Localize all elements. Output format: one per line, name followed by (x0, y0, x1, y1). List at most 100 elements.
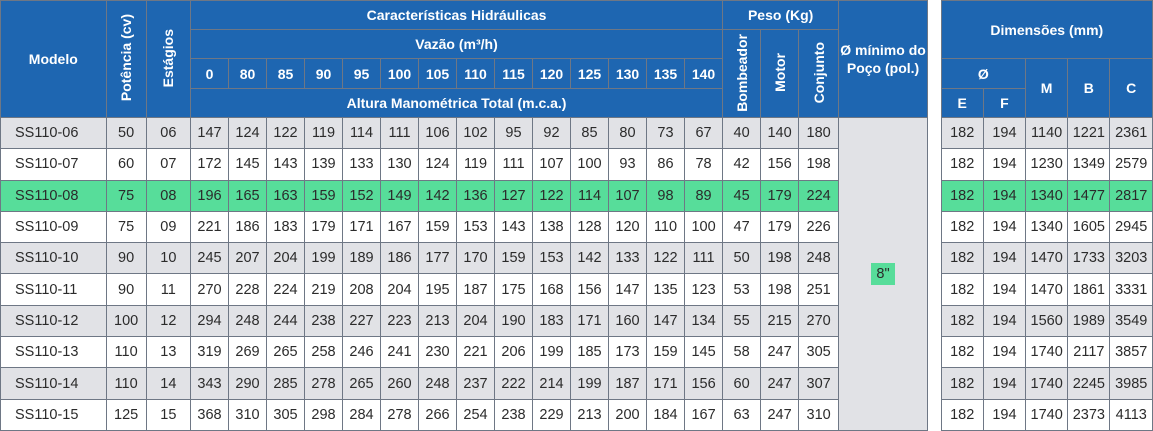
altura-cell: 179 (304, 210, 343, 244)
potencia-cell: 110 (105, 336, 147, 369)
altura-cell: 142 (570, 242, 609, 275)
e-cell: 182 (940, 148, 984, 181)
b-cell: 2373 (1067, 398, 1111, 431)
vazao-col: 140 (683, 58, 724, 89)
altura-cell: 237 (456, 367, 495, 400)
altura-cell: 134 (683, 304, 724, 338)
e-cell: 182 (940, 398, 984, 431)
f-cell: 194 (982, 398, 1027, 431)
altura-cell: 195 (418, 273, 457, 306)
altura-cell: 106 (418, 116, 457, 150)
altura-cell: 135 (646, 273, 685, 306)
altura-cell: 290 (228, 367, 267, 400)
motor-cell: 140 (760, 116, 800, 150)
altura-cell: 228 (228, 273, 267, 306)
table-row: SS110-11 90 11 270 228 224 219 208 204 195 187 175 1… (0, 273, 1153, 306)
b-cell: 1861 (1067, 273, 1111, 306)
altura-cell: 111 (494, 148, 533, 181)
potencia-cell: 50 (105, 116, 147, 150)
altura-cell: 221 (190, 210, 229, 244)
altura-cell: 270 (190, 273, 229, 306)
vazao-col: 85 (266, 58, 305, 89)
altura-cell: 244 (266, 304, 305, 338)
altura-cell: 199 (532, 336, 571, 369)
bombeador-cell: 50 (722, 242, 762, 275)
altura-cell: 156 (570, 273, 609, 306)
m-cell: 1140 (1025, 116, 1069, 150)
altura-cell: 246 (342, 336, 381, 369)
m-cell: 1560 (1025, 304, 1069, 338)
bombeador-cell: 40 (722, 116, 762, 150)
altura-header: Altura Manométrica Total (m.c.a.) (189, 88, 724, 118)
estagios-cell: 06 (145, 116, 192, 150)
altura-cell: 122 (266, 116, 305, 150)
f-cell: 194 (982, 336, 1027, 369)
conjunto-cell: 180 (798, 116, 840, 150)
f-cell: 194 (982, 242, 1027, 275)
b-cell: 1733 (1067, 242, 1111, 275)
c-cell: 2945 (1109, 210, 1153, 244)
b-cell: 2245 (1067, 367, 1111, 400)
altura-cell: 114 (342, 116, 381, 150)
c-cell: 4113 (1109, 398, 1153, 431)
altura-cell: 305 (266, 398, 305, 431)
e-cell: 182 (940, 336, 984, 369)
motor-cell: 198 (760, 273, 800, 306)
altura-cell: 143 (494, 210, 533, 244)
conjunto-cell: 198 (798, 148, 840, 181)
altura-cell: 130 (380, 148, 419, 181)
c-cell: 2579 (1109, 148, 1153, 181)
altura-cell: 204 (456, 304, 495, 338)
altura-cell: 92 (532, 116, 571, 150)
bombeador-label: Bombeador (733, 33, 750, 112)
model-cell: SS110-06 (0, 116, 107, 150)
model-cell: SS110-12 (0, 304, 107, 338)
altura-cell: 159 (494, 242, 533, 275)
altura-cell: 190 (494, 304, 533, 338)
conjunto-cell: 226 (798, 210, 840, 244)
altura-cell: 254 (456, 398, 495, 431)
b-cell: 2117 (1067, 336, 1111, 369)
altura-cell: 343 (190, 367, 229, 400)
bombeador-cell: 45 (722, 179, 762, 212)
poco-label: Ø mínimo do Poço (pol.) (840, 41, 926, 76)
altura-cell: 86 (646, 148, 685, 181)
table-row: SS110-10 90 10 245 207 204 199 189 186 177 170 159 1… (0, 242, 1153, 275)
altura-cell: 165 (228, 179, 267, 212)
estagios-cell: 09 (145, 210, 192, 244)
vazao-col: 125 (570, 58, 609, 89)
potencia-cell: 90 (105, 273, 147, 306)
motor-cell: 156 (760, 148, 800, 181)
column-gap (926, 0, 942, 118)
altura-cell: 85 (570, 116, 609, 150)
altura-cell: 167 (380, 210, 419, 244)
vazao-col: 95 (342, 58, 381, 89)
e-cell: 182 (940, 242, 984, 275)
altura-cell: 214 (532, 367, 571, 400)
motor-header: Motor (760, 29, 800, 118)
altura-cell: 213 (570, 398, 609, 431)
potencia-cell: 75 (105, 179, 147, 212)
f-cell: 194 (982, 210, 1027, 244)
c-header: C (1109, 58, 1153, 118)
table-row: SS110-06 50 06 147 124 122 119 114 111 106 102 95 92… (0, 116, 1153, 431)
c-cell: 3203 (1109, 242, 1153, 275)
e-cell: 182 (940, 116, 984, 150)
model-cell: SS110-10 (0, 242, 107, 275)
b-cell: 1605 (1067, 210, 1111, 244)
altura-cell: 229 (532, 398, 571, 431)
altura-cell: 159 (418, 210, 457, 244)
potencia-header: Potência (cv) (105, 0, 147, 118)
altura-cell: 265 (266, 336, 305, 369)
e-cell: 182 (940, 304, 984, 338)
m-cell: 1470 (1025, 242, 1069, 275)
model-cell: SS110-15 (0, 398, 107, 431)
altura-cell: 114 (570, 179, 609, 212)
motor-cell: 179 (760, 210, 800, 244)
vazao-col: 135 (646, 58, 685, 89)
conjunto-cell: 305 (798, 336, 840, 369)
c-cell: 3331 (1109, 273, 1153, 306)
altura-cell: 177 (418, 242, 457, 275)
f-cell: 194 (982, 367, 1027, 400)
